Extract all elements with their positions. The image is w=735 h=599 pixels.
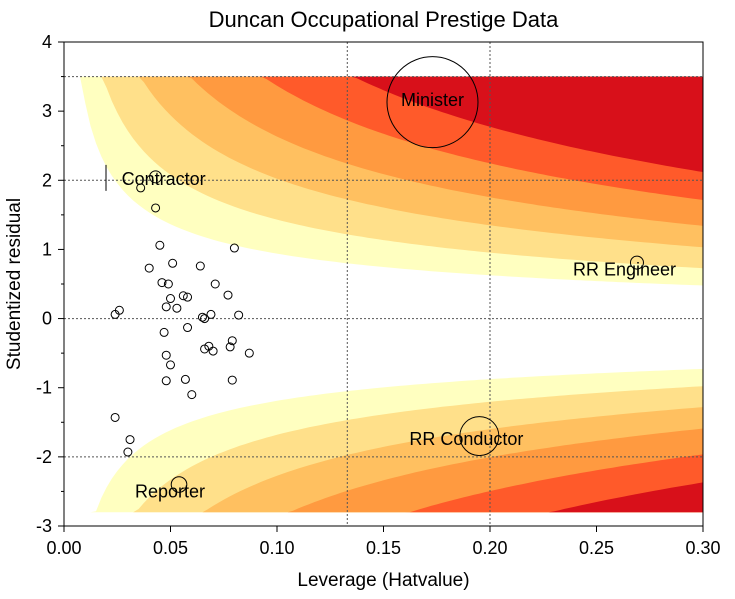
data-point-18 <box>172 303 182 313</box>
data-point-27 <box>200 314 210 324</box>
y-tick-label-0: -3 <box>36 516 52 536</box>
data-point-32 <box>223 290 233 300</box>
x-tick-label-3: 0.15 <box>366 538 401 558</box>
data-point-34 <box>227 336 237 346</box>
y-tick-label-5: 2 <box>42 170 52 190</box>
data-point-37 <box>234 310 244 320</box>
x-tick-label-0: 0.00 <box>46 538 81 558</box>
influence-bubble-3 <box>459 416 500 457</box>
point-label-2: RR Engineer <box>573 260 676 280</box>
data-point-10 <box>159 327 169 337</box>
band-lower-4 <box>64 454 703 513</box>
data-point-3 <box>125 435 135 445</box>
data-point-8 <box>155 240 165 250</box>
y-tick-label-6: 3 <box>42 101 52 121</box>
influence-bubble-1 <box>149 170 163 184</box>
y-tick-label-7: 4 <box>42 32 52 52</box>
data-point-24 <box>195 261 205 271</box>
data-point-6 <box>144 263 154 273</box>
data-point-25 <box>197 312 207 322</box>
data-point-29 <box>206 309 216 319</box>
data-point-13 <box>161 376 171 386</box>
data-points <box>110 183 254 457</box>
chart-title: Duncan Occupational Prestige Data <box>209 7 560 32</box>
x-tick-label-2: 0.10 <box>259 538 294 558</box>
y-tick-label-3: 0 <box>42 309 52 329</box>
data-point-15 <box>166 294 175 304</box>
y-tick-label-1: -2 <box>36 447 52 467</box>
data-point-23 <box>187 390 197 400</box>
data-point-20 <box>180 374 190 384</box>
x-tick-label-6: 0.30 <box>685 538 720 558</box>
data-point-4 <box>123 447 133 457</box>
data-point-19 <box>178 291 188 301</box>
axis-ticks: 0.00 0.05 0.10 0.15 0.20 0.25 0.30 -3 -2 -1 0 1 2 3 4 <box>36 32 721 558</box>
influence-bubble-2 <box>629 255 644 270</box>
y-tick-label-2: -1 <box>36 378 52 398</box>
influence-bubble-4 <box>170 476 188 493</box>
data-point-12 <box>161 302 171 312</box>
y-tick-label-4: 1 <box>42 239 52 259</box>
point-labels: Minister Contractor RR Engineer RR Conducto… <box>105 56 676 502</box>
data-point-7 <box>151 203 161 213</box>
reference-lines <box>64 42 703 526</box>
data-point-38 <box>244 348 254 358</box>
cook-distance-bands <box>64 76 703 513</box>
y-axis-label: Studentized residual <box>4 198 25 370</box>
data-point-21 <box>183 323 193 333</box>
x-axis-label: Leverage (Hatvalue) <box>297 570 469 591</box>
data-point-16 <box>168 258 178 268</box>
point-label-4: Reporter <box>135 482 205 502</box>
data-point-11 <box>161 350 171 360</box>
band-upper-5 <box>64 76 703 172</box>
point-label-1: Contractor <box>122 169 206 189</box>
x-tick-label-5: 0.25 <box>579 538 614 558</box>
influence-bubble-0 <box>386 56 479 149</box>
point-label-3: RR Conductor <box>409 429 523 449</box>
x-tick-label-4: 0.20 <box>472 538 507 558</box>
data-point-31 <box>210 279 220 289</box>
point-label-0: Minister <box>401 90 464 110</box>
x-tick-label-1: 0.05 <box>153 538 188 558</box>
data-point-35 <box>227 375 237 385</box>
data-point-36 <box>229 243 239 253</box>
band-lower-5 <box>64 482 703 513</box>
data-point-30 <box>208 346 218 356</box>
data-point-2 <box>110 412 120 422</box>
data-point-9 <box>157 278 167 288</box>
data-point-22 <box>183 292 193 302</box>
data-point-1 <box>114 305 124 315</box>
data-point-14 <box>163 279 173 289</box>
data-point-17 <box>166 360 175 370</box>
data-point-5 <box>136 183 146 193</box>
data-point-33 <box>225 342 235 352</box>
